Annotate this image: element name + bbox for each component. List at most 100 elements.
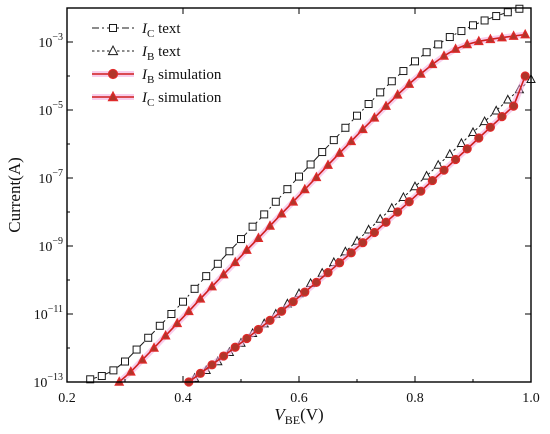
data-point bbox=[107, 90, 119, 102]
data-point bbox=[404, 197, 414, 207]
x-axis-title: VBE(V) bbox=[274, 405, 323, 427]
data-point bbox=[149, 342, 159, 352]
data-point bbox=[288, 297, 298, 307]
data-point bbox=[450, 43, 461, 53]
data-point bbox=[288, 196, 299, 206]
data-point bbox=[508, 101, 519, 111]
data-point bbox=[213, 259, 222, 268]
data-point bbox=[218, 268, 229, 279]
data-point bbox=[167, 310, 176, 318]
data-point bbox=[195, 368, 205, 378]
data-point bbox=[485, 33, 496, 44]
data-point bbox=[427, 175, 437, 186]
data-point bbox=[253, 232, 264, 242]
data-point bbox=[172, 317, 183, 328]
data-point bbox=[137, 354, 148, 364]
data-point bbox=[329, 136, 338, 145]
data-point bbox=[392, 89, 403, 99]
legend-label: IC simulation bbox=[141, 90, 222, 109]
data-point bbox=[86, 375, 95, 384]
data-point bbox=[230, 256, 241, 267]
data-point bbox=[260, 210, 269, 219]
data-point bbox=[474, 133, 484, 143]
data-point bbox=[253, 324, 263, 335]
data-point bbox=[323, 268, 333, 278]
data-point bbox=[445, 33, 454, 42]
data-point bbox=[411, 57, 419, 66]
data-point bbox=[109, 24, 117, 32]
data-point bbox=[346, 135, 357, 146]
data-point bbox=[381, 217, 391, 227]
data-point bbox=[190, 284, 199, 293]
series-line bbox=[90, 8, 520, 380]
data-point bbox=[404, 78, 415, 88]
data-point bbox=[457, 27, 466, 36]
data-point bbox=[300, 287, 310, 297]
data-point bbox=[230, 342, 240, 352]
data-point bbox=[468, 126, 478, 137]
x-tick-label: 0.4 bbox=[174, 391, 192, 406]
data-point bbox=[497, 111, 507, 122]
y-tick-label: 10−11 bbox=[34, 304, 63, 323]
data-point bbox=[515, 4, 524, 13]
data-point bbox=[107, 68, 119, 80]
data-point bbox=[144, 333, 153, 342]
data-point bbox=[357, 123, 368, 134]
data-point bbox=[364, 100, 373, 109]
data-point bbox=[306, 160, 315, 169]
legend-entry: IC text bbox=[92, 21, 181, 40]
y-tick-label: 10−9 bbox=[38, 236, 63, 255]
data-point bbox=[497, 31, 507, 42]
data-point bbox=[155, 321, 164, 330]
data-point bbox=[462, 38, 473, 49]
data-point bbox=[299, 183, 310, 194]
data-point bbox=[109, 366, 118, 375]
data-point bbox=[207, 280, 217, 291]
data-point bbox=[277, 306, 287, 316]
data-point bbox=[341, 123, 350, 132]
data-point bbox=[444, 148, 455, 158]
data-point bbox=[416, 186, 426, 196]
data-point bbox=[492, 12, 501, 21]
series-glow bbox=[117, 31, 526, 385]
series-line bbox=[188, 75, 526, 383]
data-point bbox=[346, 248, 356, 258]
data-point bbox=[323, 159, 333, 169]
data-point bbox=[502, 94, 513, 104]
data-point bbox=[295, 172, 303, 181]
x-tick-label: 0.8 bbox=[406, 391, 424, 406]
legend-label: IC text bbox=[141, 21, 181, 40]
data-point bbox=[183, 305, 194, 316]
data-point bbox=[311, 277, 321, 287]
data-point bbox=[439, 50, 449, 60]
data-point bbox=[353, 111, 361, 120]
data-point bbox=[195, 293, 206, 303]
data-point bbox=[107, 44, 119, 56]
data-point bbox=[480, 16, 489, 25]
data-point bbox=[318, 148, 327, 157]
data-point bbox=[415, 68, 426, 78]
x-tick-label: 1.0 bbox=[522, 391, 540, 406]
y-tick-label: 10−7 bbox=[38, 168, 63, 187]
data-point bbox=[97, 372, 106, 381]
data-point bbox=[479, 115, 490, 126]
data-point bbox=[335, 258, 345, 268]
data-point bbox=[237, 235, 245, 244]
legend: IC text IB text IB simulation IC simulation bbox=[92, 21, 222, 109]
data-point bbox=[434, 40, 443, 49]
data-point bbox=[265, 220, 275, 230]
legend-entry: IB simulation bbox=[92, 67, 222, 86]
data-point bbox=[132, 345, 141, 354]
data-point bbox=[225, 247, 234, 256]
data-point bbox=[381, 100, 391, 110]
data-point bbox=[427, 58, 438, 69]
data-point bbox=[469, 21, 477, 30]
data-point bbox=[241, 244, 252, 254]
data-point bbox=[473, 35, 484, 46]
x-tick-label: 0.6 bbox=[290, 391, 308, 406]
data-point bbox=[503, 8, 512, 17]
data-point bbox=[508, 30, 519, 40]
data-point bbox=[421, 170, 432, 180]
y-tick-label: 10−3 bbox=[38, 32, 63, 51]
